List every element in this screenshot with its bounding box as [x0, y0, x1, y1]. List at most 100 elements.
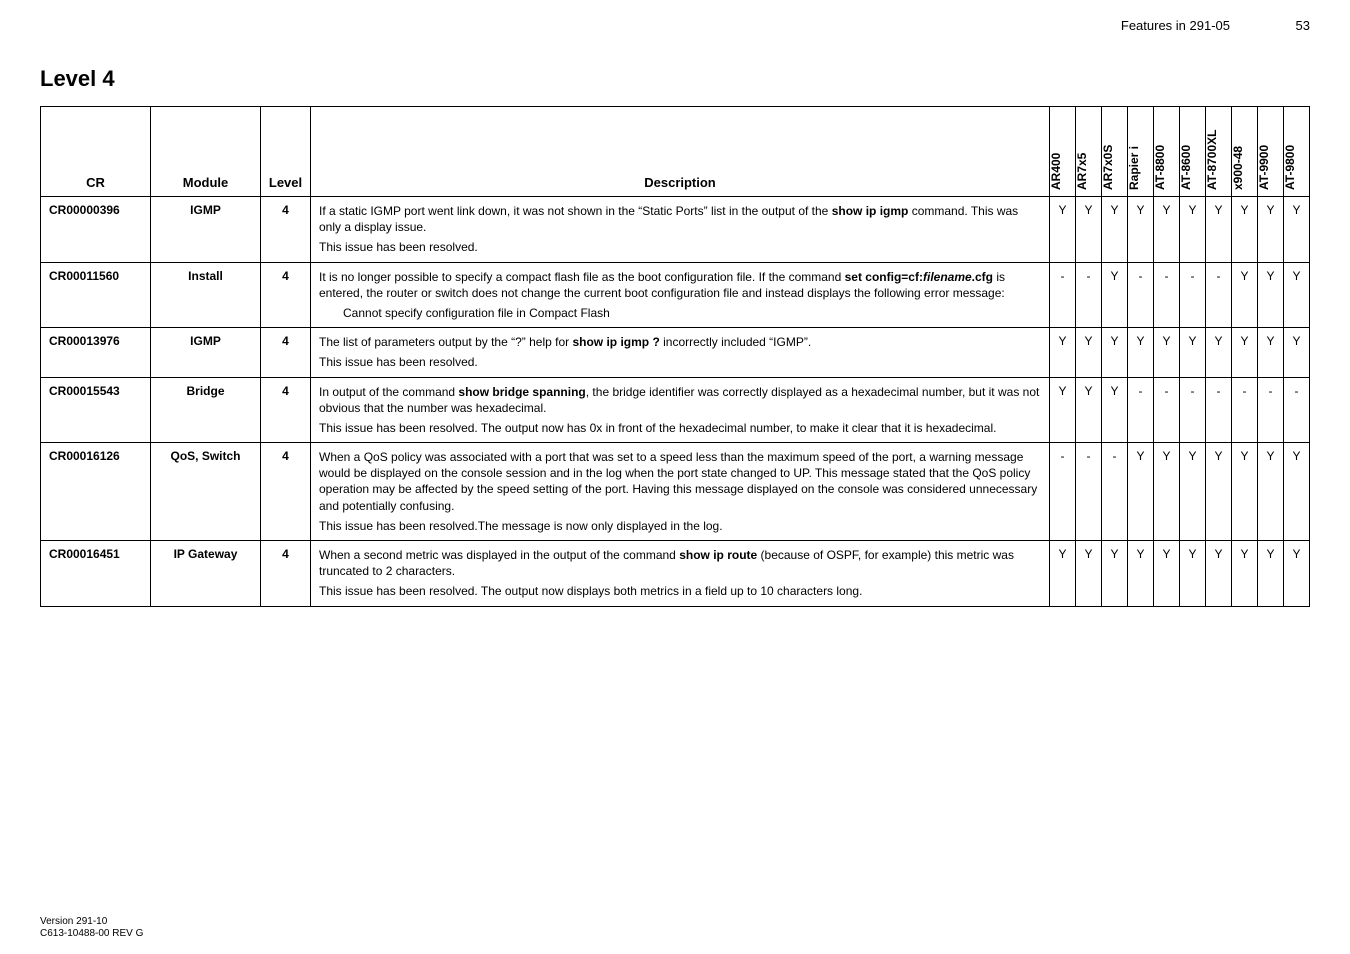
cell-description: The list of parameters output by the “?”… [311, 328, 1050, 377]
cell-flag: Y [1284, 328, 1310, 377]
cell-cr: CR00016451 [41, 541, 151, 607]
page-header: Features in 291-05 53 [1121, 18, 1310, 33]
cell-flag: Y [1258, 197, 1284, 263]
cell-flag: - [1284, 377, 1310, 443]
table-row: CR00011560Install4It is no longer possib… [41, 262, 1310, 328]
cell-module: Install [151, 262, 261, 328]
cell-flag: Y [1154, 443, 1180, 541]
cell-flag: Y [1232, 262, 1258, 328]
cell-flag: Y [1232, 443, 1258, 541]
section-title: Level 4 [40, 66, 1310, 92]
cell-flag: - [1050, 262, 1076, 328]
cell-level: 4 [261, 197, 311, 263]
col-flag-7: x900-48 [1232, 107, 1258, 197]
cell-flag: - [1180, 262, 1206, 328]
table-row: CR00016451IP Gateway4When a second metri… [41, 541, 1310, 607]
table-row: CR00016126QoS, Switch4When a QoS policy … [41, 443, 1310, 541]
cell-flag: Y [1076, 541, 1102, 607]
cell-flag: Y [1050, 541, 1076, 607]
cell-flag: Y [1128, 328, 1154, 377]
cell-flag: Y [1258, 443, 1284, 541]
cell-flag: Y [1232, 328, 1258, 377]
cell-flag: Y [1154, 328, 1180, 377]
cell-flag: - [1258, 377, 1284, 443]
cell-cr: CR00016126 [41, 443, 151, 541]
cell-description: When a second metric was displayed in th… [311, 541, 1050, 607]
cell-cr: CR00011560 [41, 262, 151, 328]
cell-flag: - [1154, 262, 1180, 328]
cell-flag: - [1206, 262, 1232, 328]
col-cr: CR [41, 107, 151, 197]
cell-flag: Y [1050, 377, 1076, 443]
cell-flag: Y [1076, 197, 1102, 263]
cell-flag: - [1206, 377, 1232, 443]
cell-flag: Y [1180, 541, 1206, 607]
cell-flag: Y [1258, 541, 1284, 607]
col-flag-8: AT-9900 [1258, 107, 1284, 197]
cell-flag: Y [1284, 262, 1310, 328]
cell-level: 4 [261, 262, 311, 328]
table-row: CR00015543Bridge4In output of the comman… [41, 377, 1310, 443]
cell-flag: Y [1232, 197, 1258, 263]
cell-flag: Y [1128, 541, 1154, 607]
cell-flag: Y [1232, 541, 1258, 607]
table-header-row: CR Module Level Description AR400 AR7x5 … [41, 107, 1310, 197]
cell-flag: Y [1102, 328, 1128, 377]
cell-level: 4 [261, 541, 311, 607]
cell-module: IGMP [151, 197, 261, 263]
col-flag-4: AT-8800 [1154, 107, 1180, 197]
page-number: 53 [1296, 18, 1310, 33]
col-flag-1: AR7x5 [1076, 107, 1102, 197]
cell-flag: - [1076, 262, 1102, 328]
cell-module: QoS, Switch [151, 443, 261, 541]
cell-flag: - [1050, 443, 1076, 541]
cell-flag: Y [1076, 377, 1102, 443]
cell-flag: Y [1258, 262, 1284, 328]
table-row: CR00013976IGMP4The list of parameters ou… [41, 328, 1310, 377]
cell-flag: Y [1284, 443, 1310, 541]
cell-flag: Y [1206, 443, 1232, 541]
col-flag-2: AR7x0S [1102, 107, 1128, 197]
col-description: Description [311, 107, 1050, 197]
cell-flag: Y [1180, 328, 1206, 377]
col-flag-6: AT-8700XL [1206, 107, 1232, 197]
cell-flag: - [1180, 377, 1206, 443]
cell-flag: Y [1128, 197, 1154, 263]
cell-cr: CR00000396 [41, 197, 151, 263]
col-flag-9: AT-9800 [1284, 107, 1310, 197]
cell-flag: - [1102, 443, 1128, 541]
cell-flag: Y [1102, 262, 1128, 328]
col-level: Level [261, 107, 311, 197]
cell-module: Bridge [151, 377, 261, 443]
cell-flag: Y [1050, 197, 1076, 263]
col-flag-5: AT-8600 [1180, 107, 1206, 197]
cell-flag: Y [1206, 328, 1232, 377]
cell-module: IP Gateway [151, 541, 261, 607]
cell-flag: - [1232, 377, 1258, 443]
cell-flag: Y [1050, 328, 1076, 377]
cell-flag: Y [1180, 197, 1206, 263]
cell-flag: Y [1258, 328, 1284, 377]
footer-version: Version 291-10 [40, 916, 143, 928]
cell-module: IGMP [151, 328, 261, 377]
cell-flag: Y [1102, 541, 1128, 607]
cell-level: 4 [261, 328, 311, 377]
cell-flag: Y [1102, 377, 1128, 443]
col-module: Module [151, 107, 261, 197]
feature-table: CR Module Level Description AR400 AR7x5 … [40, 106, 1310, 607]
cell-flag: Y [1284, 541, 1310, 607]
cell-flag: - [1076, 443, 1102, 541]
table-body: CR00000396IGMP4If a static IGMP port wen… [41, 197, 1310, 607]
table-row: CR00000396IGMP4If a static IGMP port wen… [41, 197, 1310, 263]
cell-flag: Y [1154, 197, 1180, 263]
cell-flag: Y [1128, 443, 1154, 541]
footer-docnum: C613-10488-00 REV G [40, 928, 143, 940]
cell-flag: - [1128, 377, 1154, 443]
cell-description: When a QoS policy was associated with a … [311, 443, 1050, 541]
cell-description: If a static IGMP port went link down, it… [311, 197, 1050, 263]
col-flag-3: Rapier i [1128, 107, 1154, 197]
cell-flag: Y [1206, 197, 1232, 263]
cell-flag: - [1128, 262, 1154, 328]
cell-flag: Y [1180, 443, 1206, 541]
cell-flag: - [1154, 377, 1180, 443]
